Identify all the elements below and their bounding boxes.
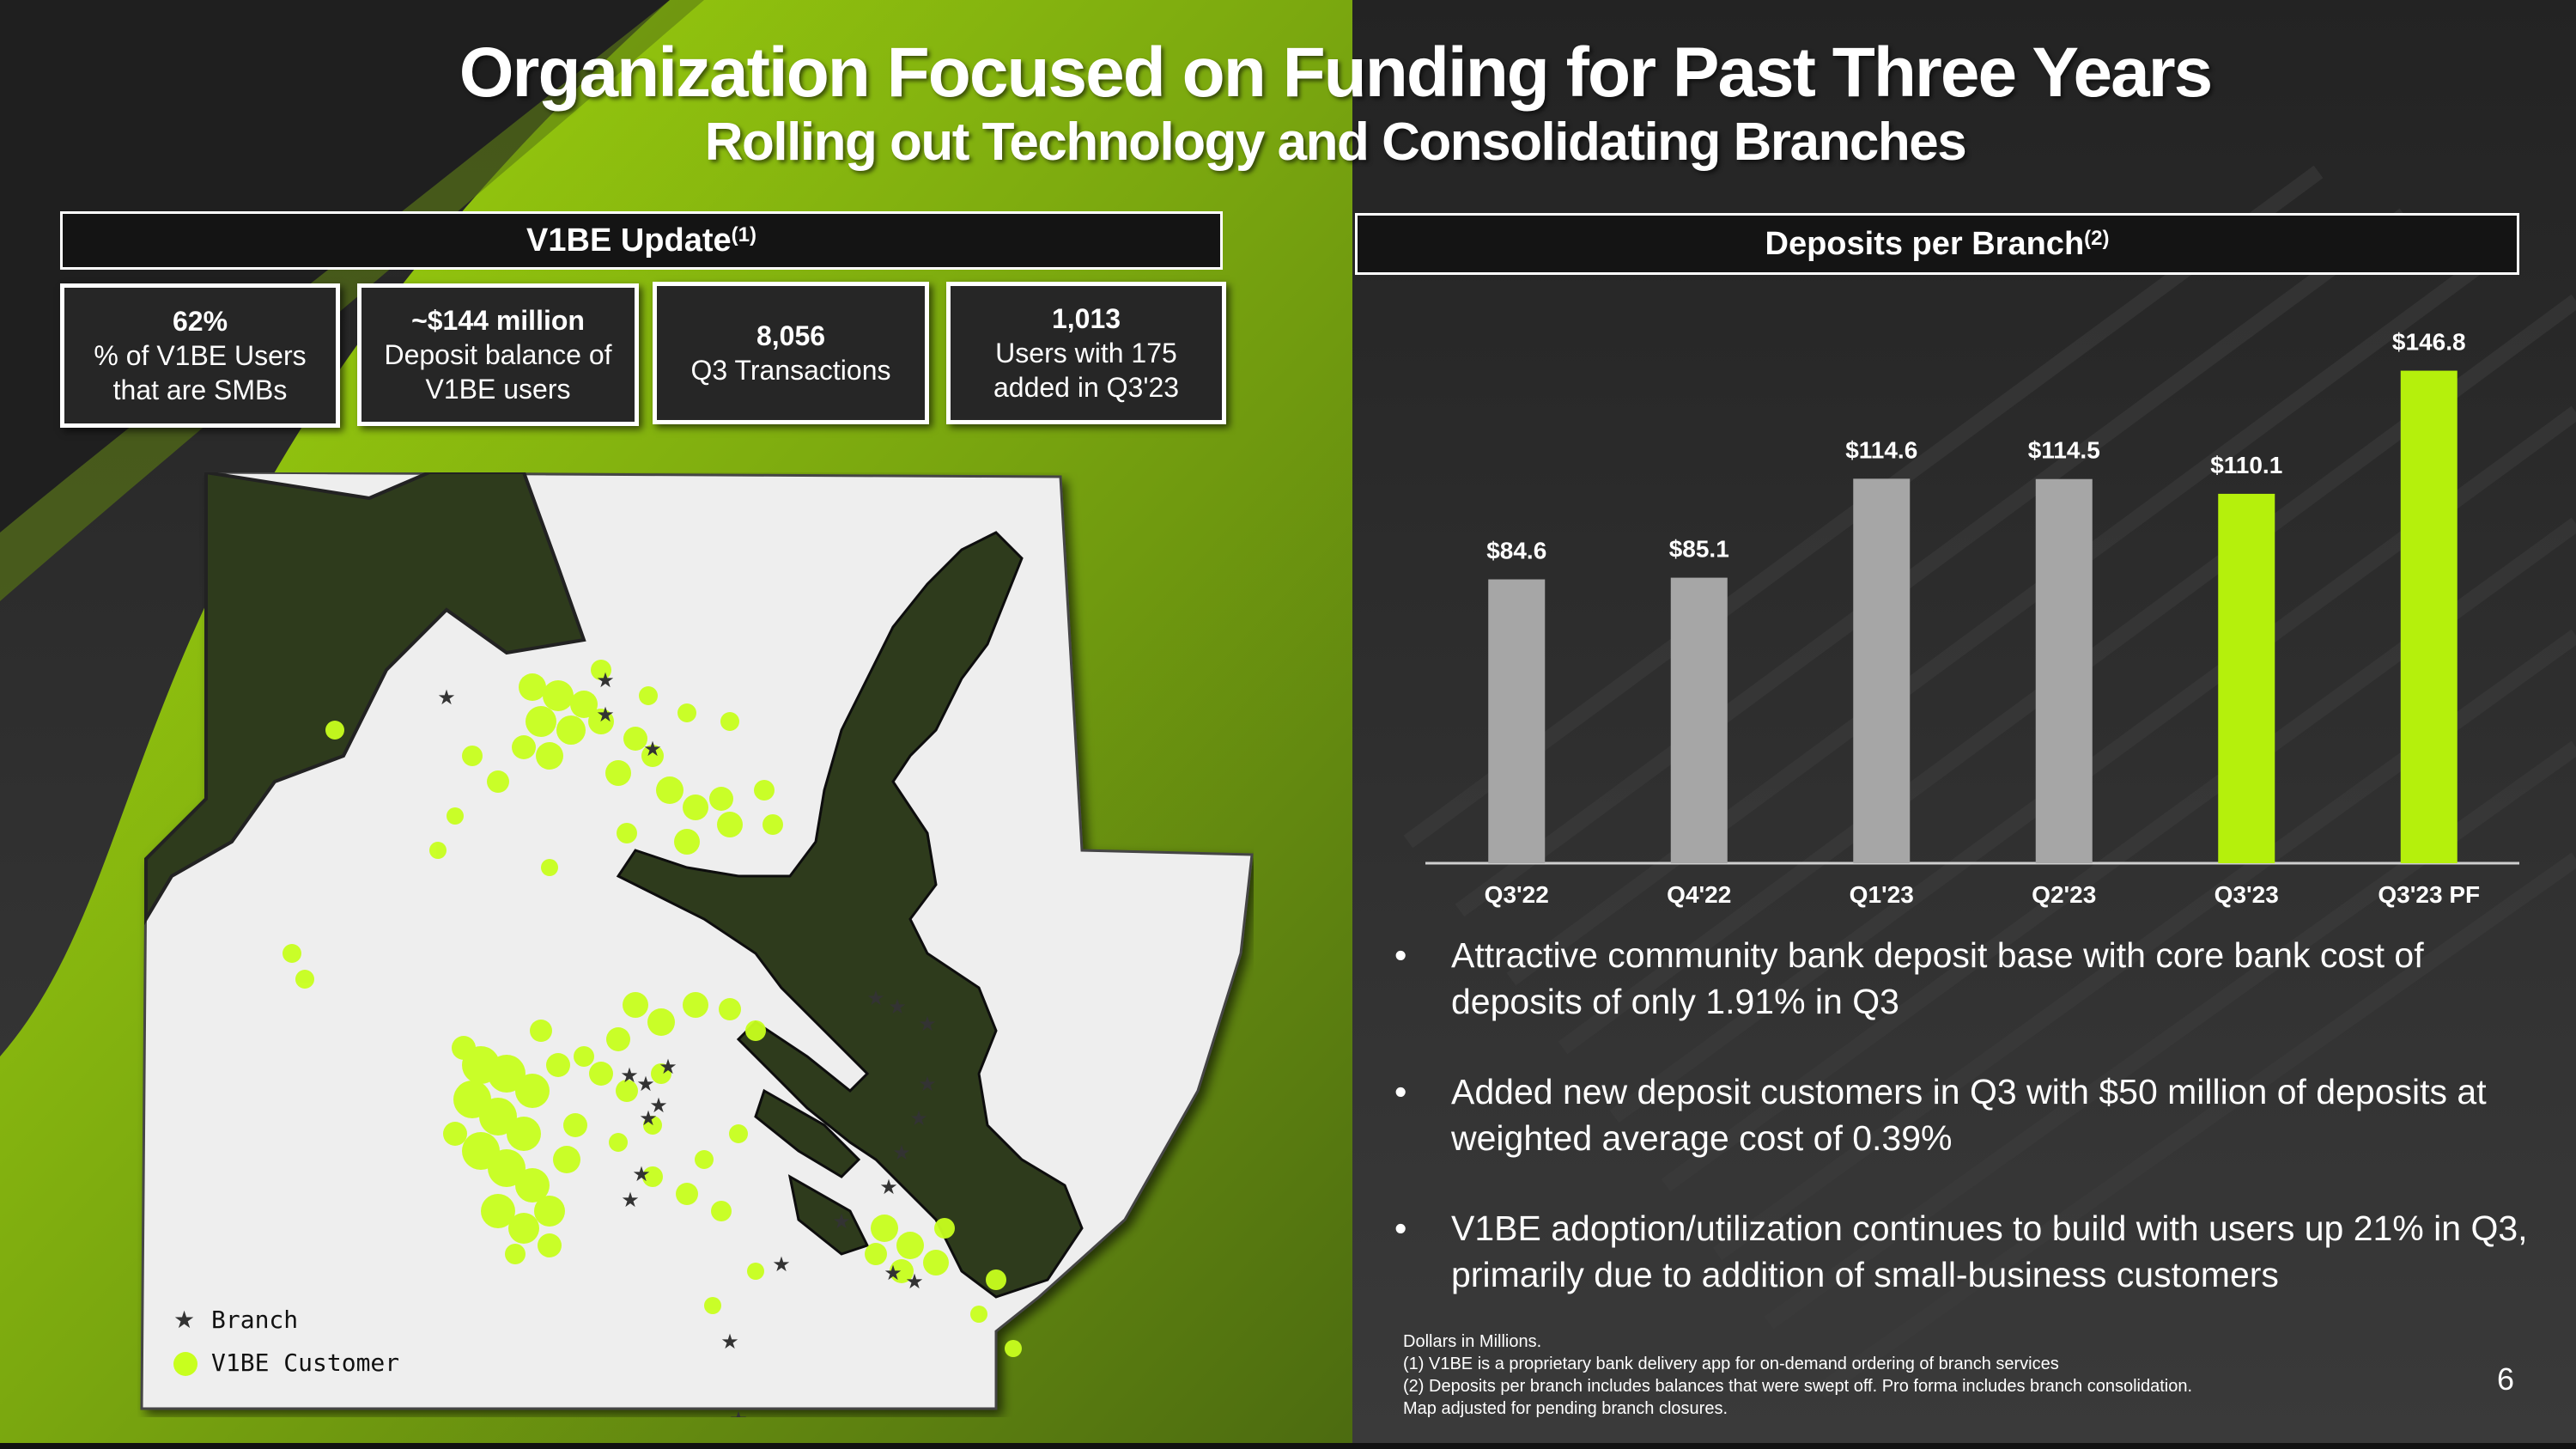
deposits-bar-chart: $84.6 Q3'22 $85.1 Q4'22 $114.6 Q1'23 $114.5 Q2'… — [1425, 329, 2519, 908]
legend-branch: ★ Branch — [173, 1306, 298, 1334]
stat-label: Q3 Transactions — [690, 355, 891, 386]
v1be-update-note: (1) — [731, 223, 756, 247]
bar-5 — [2400, 370, 2458, 863]
bar-4 — [2218, 493, 2275, 863]
footnote: Map adjusted for pending branch closures… — [1403, 1399, 1728, 1418]
v1be-customer-dots — [283, 660, 1022, 1357]
key-points: • Attractive community bank deposit base … — [1388, 932, 2538, 1342]
svg-text:★: ★ — [909, 1106, 928, 1130]
stat-value: 62% — [172, 306, 228, 337]
legend-customer: V1BE Customer — [173, 1349, 399, 1377]
x-tick-label: Q1'23 — [1850, 881, 1914, 908]
stat-value: 8,056 — [756, 320, 826, 351]
bar-value-label: $114.5 — [2028, 437, 2100, 464]
svg-text:★: ★ — [632, 1162, 651, 1186]
v1be-update-header: V1BE Update (1) — [60, 211, 1223, 270]
bar-0 — [1488, 579, 1546, 863]
page-subtitle: Rolling out Technology and Consolidating… — [704, 113, 1967, 172]
svg-text:★: ★ — [888, 995, 907, 1019]
branch-map: ★★★ ★★★ ★★★ ★★★ ★★★ ★★★ ★★★ ★★★ — [140, 472, 1254, 1417]
bar-value-label: $84.6 — [1486, 538, 1546, 564]
svg-text:★: ★ — [620, 1063, 639, 1087]
bar-2 — [1853, 478, 1911, 863]
bar-value-label: $114.6 — [1845, 436, 1917, 463]
bar-1 — [1670, 577, 1728, 863]
stat-label: Users with 175 — [995, 338, 1177, 368]
bar-value-label: $110.1 — [2210, 452, 2282, 478]
deposits-heading: Deposits per Branch — [1765, 225, 2085, 262]
svg-text:★: ★ — [832, 1209, 851, 1233]
svg-text:★: ★ — [596, 703, 615, 727]
svg-text:★: ★ — [720, 1330, 739, 1354]
svg-text:★: ★ — [918, 1012, 937, 1036]
svg-text:★: ★ — [866, 986, 885, 1010]
stat-smb-users: 62% % of V1BE Users that are SMBs — [60, 283, 340, 428]
x-tick-label: Q4'22 — [1667, 881, 1731, 908]
bar-3 — [2035, 478, 2093, 863]
svg-text:★: ★ — [905, 1269, 924, 1294]
legend-branch-label: Branch — [211, 1306, 299, 1334]
footnote: (2) Deposits per branch includes balance… — [1403, 1377, 2193, 1396]
x-tick-label: Q3'23 — [2215, 881, 2279, 908]
svg-text:★: ★ — [772, 1252, 791, 1276]
map-bay — [616, 531, 1084, 1299]
bullet-icon: • — [1394, 935, 1407, 975]
bullet-item: • Added new deposit customers in Q3 with … — [1388, 1068, 2538, 1161]
stat-q3-transactions: 8,056 Q3 Transactions — [653, 282, 929, 424]
deposits-heading-note: (2) — [2084, 227, 2110, 250]
stat-users: 1,013 Users with 175 added in Q3'23 — [946, 282, 1226, 424]
stat-label: added in Q3'23 — [993, 372, 1180, 403]
svg-text:★: ★ — [643, 737, 662, 761]
stat-label: that are SMBs — [112, 374, 288, 405]
x-tick-label: Q3'23 PF — [2378, 881, 2480, 908]
dot-icon — [173, 1352, 197, 1376]
svg-text:★: ★ — [884, 1261, 902, 1285]
footnote: (1) V1BE is a proprietary bank delivery … — [1403, 1355, 2059, 1373]
bullet-icon: • — [1394, 1072, 1407, 1111]
svg-text:★: ★ — [879, 1175, 898, 1199]
stat-value: 1,013 — [1051, 303, 1121, 334]
svg-text:★: ★ — [437, 685, 456, 709]
stat-value: ~$144 million — [411, 305, 585, 336]
bullet-item: • V1BE adoption/utilization continues to … — [1388, 1205, 2538, 1298]
page-number: 6 — [2497, 1361, 2515, 1397]
stat-label: V1BE users — [425, 374, 571, 405]
footnotes: Dollars in Millions. (1) V1BE is a propr… — [1403, 1330, 2192, 1420]
v1be-update-heading: V1BE Update — [526, 222, 732, 259]
legend-customer-label: V1BE Customer — [211, 1349, 400, 1377]
svg-text:★: ★ — [639, 1106, 658, 1130]
bullet-text: Added new deposit customers in Q3 with $… — [1451, 1072, 2487, 1158]
svg-text:★: ★ — [659, 1055, 677, 1079]
bar-value-label: $85.1 — [1669, 536, 1729, 563]
deposits-per-branch-header: Deposits per Branch (2) — [1355, 213, 2519, 275]
svg-text:★: ★ — [649, 1093, 668, 1117]
bullet-text: Attractive community bank deposit base w… — [1451, 935, 2424, 1021]
stat-label: Deposit balance of — [384, 339, 612, 370]
svg-text:★: ★ — [596, 668, 615, 692]
star-icon: ★ — [173, 1306, 196, 1334]
svg-text:★: ★ — [892, 1141, 911, 1165]
footnote: Dollars in Millions. — [1403, 1332, 1542, 1351]
x-tick-label: Q2'23 — [2032, 881, 2096, 908]
svg-text:★: ★ — [729, 1407, 748, 1417]
bullet-icon: • — [1394, 1209, 1407, 1248]
bullet-item: • Attractive community bank deposit base … — [1388, 932, 2538, 1025]
svg-text:★: ★ — [636, 1072, 655, 1096]
branch-stars: ★★★ ★★★ ★★★ ★★★ ★★★ ★★★ ★★★ ★★★ — [437, 668, 937, 1417]
map-west-region — [144, 472, 586, 926]
stat-deposit-balance: ~$144 million Deposit balance of V1BE us… — [357, 283, 639, 426]
bullet-text: V1BE adoption/utilization continues to b… — [1451, 1209, 2528, 1294]
x-tick-label: Q3'22 — [1485, 881, 1549, 908]
bar-value-label: $146.8 — [2392, 329, 2466, 356]
svg-text:★: ★ — [621, 1188, 640, 1212]
svg-text:★: ★ — [918, 1072, 937, 1096]
stat-label: % of V1BE Users — [94, 340, 307, 371]
page-title: Organization Focused on Funding for Past… — [459, 33, 2214, 112]
